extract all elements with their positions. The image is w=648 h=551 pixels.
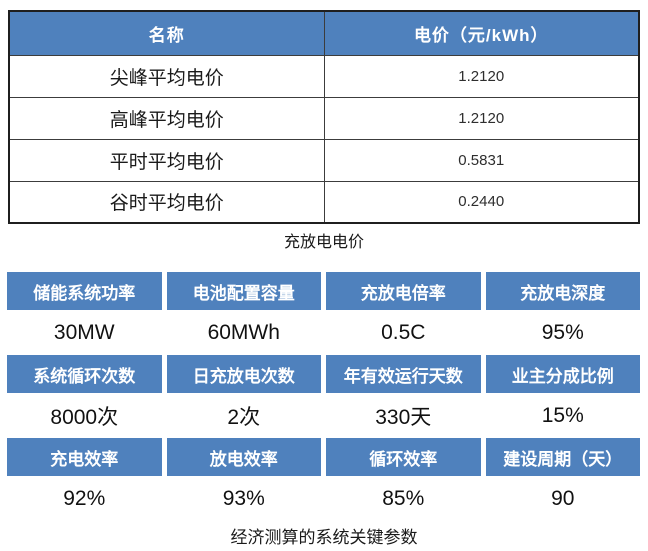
param-header-cell: 储能系统功率 [7, 272, 162, 310]
price-table-header-row: 名称 电价（元/kWh） [8, 10, 640, 56]
params-table-caption: 经济测算的系统关键参数 [230, 528, 418, 547]
price-table-header-name: 名称 [8, 10, 325, 56]
price-row-label: 尖峰平均电价 [8, 54, 325, 98]
param-value-cell: 0.5C [326, 310, 481, 355]
param-header-cell: 日充放电次数 [166, 355, 321, 393]
param-header-cell: 循环效率 [326, 438, 481, 476]
param-value-cell: 330天 [326, 393, 481, 438]
param-value-cell: 92% [7, 476, 162, 521]
param-header-cell: 系统循环次数 [7, 355, 162, 393]
param-value-cell: 93% [166, 476, 321, 521]
param-value-cell: 95% [485, 310, 640, 355]
price-row-value: 1.2120 [323, 54, 640, 98]
param-value-cell: 2次 [166, 393, 321, 438]
param-header-cell: 电池配置容量 [166, 272, 321, 310]
param-header-cell: 充放电倍率 [326, 272, 481, 310]
price-row-label: 谷时平均电价 [8, 180, 325, 224]
params-table: 储能系统功率 电池配置容量 充放电倍率 充放电深度 30MW 60MWh 0.5… [7, 272, 640, 521]
param-value-cell: 60MWh [166, 310, 321, 355]
table-row: 高峰平均电价 1.2120 [8, 96, 640, 140]
param-value-cell: 15% [485, 393, 640, 438]
param-header-cell: 充放电深度 [485, 272, 640, 310]
table-row: 尖峰平均电价 1.2120 [8, 54, 640, 98]
price-row-label: 平时平均电价 [8, 138, 325, 182]
table-row: 谷时平均电价 0.2440 [8, 180, 640, 224]
price-table: 名称 电价（元/kWh） 尖峰平均电价 1.2120 高峰平均电价 1.2120… [8, 10, 640, 224]
param-value-cell: 85% [326, 476, 481, 521]
param-header-cell: 业主分成比例 [485, 355, 640, 393]
table-row: 平时平均电价 0.5831 [8, 138, 640, 182]
price-row-value: 1.2120 [323, 96, 640, 140]
param-value-cell: 30MW [7, 310, 162, 355]
param-header-cell: 年有效运行天数 [326, 355, 481, 393]
price-table-header-price: 电价（元/kWh） [323, 10, 640, 56]
param-value-cell: 8000次 [7, 393, 162, 438]
param-header-cell: 建设周期（天） [485, 438, 640, 476]
price-row-value: 0.2440 [323, 180, 640, 224]
param-header-cell: 充电效率 [7, 438, 162, 476]
price-table-caption: 充放电电价 [283, 234, 364, 251]
param-header-cell: 放电效率 [166, 438, 321, 476]
param-value-cell: 90 [485, 476, 640, 521]
price-row-label: 高峰平均电价 [8, 96, 325, 140]
price-row-value: 0.5831 [323, 138, 640, 182]
